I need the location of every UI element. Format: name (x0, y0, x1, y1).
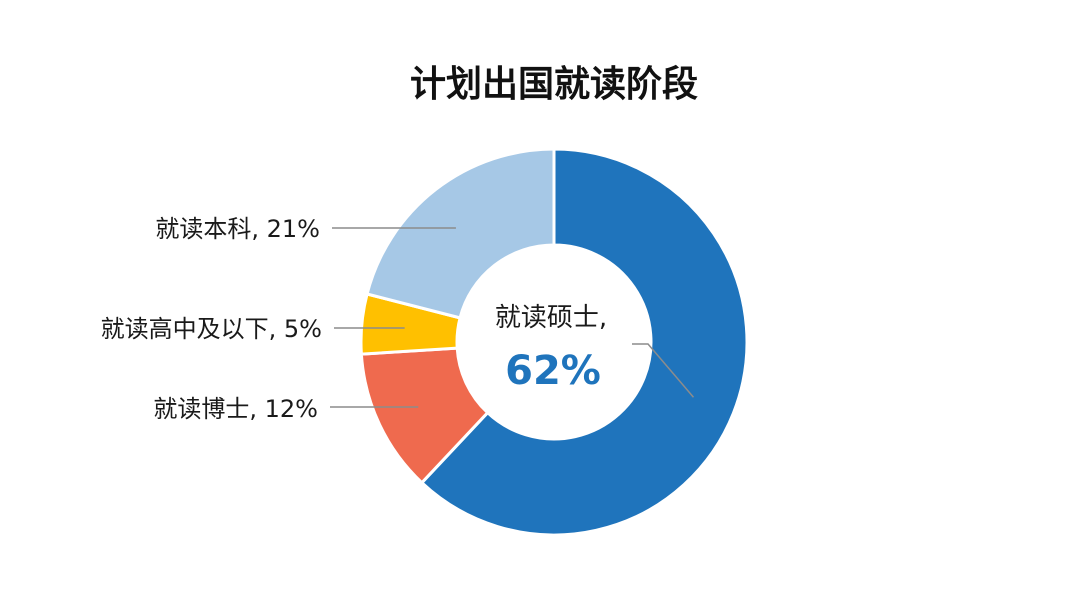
slice-undergrad (365, 147, 556, 320)
label-undergrad: 就读本科, 21% (155, 215, 320, 243)
value-masters: 62% (505, 348, 601, 394)
slice-masters (419, 147, 749, 537)
label-phd: 就读博士, 12% (153, 395, 318, 423)
chart-title: 计划出国就读阶段 (410, 64, 698, 105)
label-masters: 就读硕士, (495, 303, 607, 333)
leader-masters (632, 343, 695, 398)
leader-lines (330, 227, 695, 408)
label-highschool: 就读高中及以下, 5% (101, 315, 322, 343)
donut-slices (359, 147, 749, 537)
